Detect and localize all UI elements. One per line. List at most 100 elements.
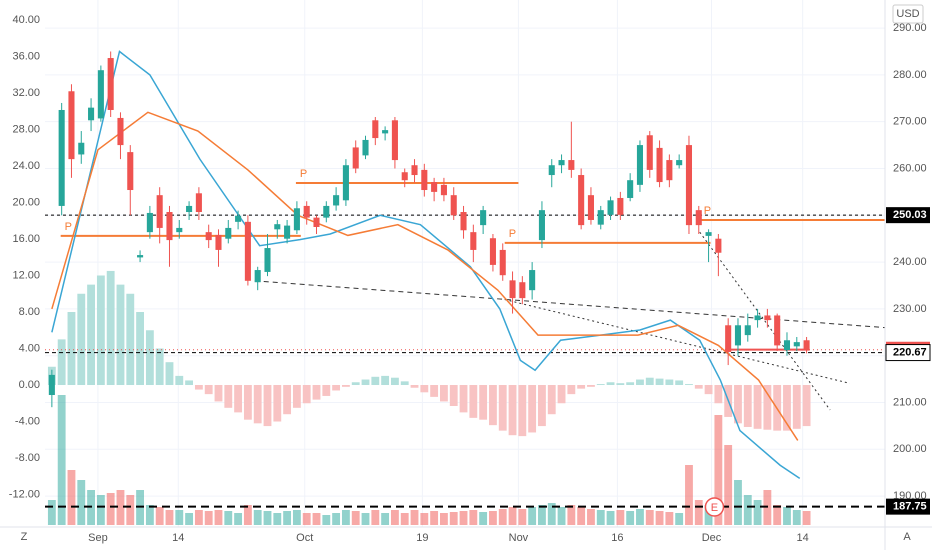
volume-bar [302, 513, 311, 525]
macd-bar [155, 348, 164, 386]
candle-body [578, 175, 585, 226]
macd-bar [694, 385, 703, 389]
candle-body [764, 315, 771, 321]
currency-box[interactable] [892, 4, 924, 24]
candle-body [107, 58, 114, 110]
candle-body [293, 208, 300, 231]
corner-button[interactable]: Z [21, 531, 28, 543]
volume-bar [155, 507, 164, 525]
y-tick-label: 240.00 [893, 256, 927, 268]
macd-bar [616, 383, 625, 386]
price-badge [886, 207, 930, 224]
volume-bar [469, 510, 478, 525]
volume-bar [626, 511, 635, 525]
volume-bar [371, 510, 380, 525]
volume-bar [753, 500, 762, 525]
plot-area: E [45, 0, 886, 527]
macd-bar [302, 385, 311, 404]
volume-bar [57, 395, 66, 525]
macd-bar [243, 385, 252, 420]
macd-bar [518, 385, 527, 437]
y-tick-label: 230.00 [893, 303, 927, 315]
candle-body [529, 270, 536, 291]
macd-bar [214, 385, 223, 402]
candle-body [146, 212, 153, 233]
pivot-label: P [704, 205, 711, 217]
trendline [699, 231, 831, 411]
y2-tick-label: 4.00 [19, 342, 40, 354]
corner-button[interactable]: A [903, 531, 911, 543]
candle-body [333, 195, 340, 206]
macd-bar [675, 380, 684, 386]
candle-body [480, 210, 487, 226]
macd-bar [577, 385, 586, 389]
volume-bar [498, 509, 507, 525]
volume-bar [655, 511, 664, 525]
candle-body [127, 152, 134, 191]
macd-bar [381, 375, 390, 386]
candle-body [568, 160, 575, 170]
candle-body [88, 107, 95, 121]
volume-bar [528, 507, 537, 525]
candle-body [754, 315, 761, 321]
volume-bar [459, 511, 468, 525]
candle-body [372, 120, 379, 139]
volume-bar [341, 510, 350, 525]
macd-bar [341, 385, 350, 387]
ma-line [51, 111, 799, 441]
macd-bar [194, 385, 203, 390]
macd-bar [783, 385, 791, 431]
macd-bar [312, 385, 321, 400]
macd-bar [479, 385, 488, 420]
volume-bar [106, 493, 115, 525]
macd-bar [538, 385, 546, 427]
candle-body [783, 340, 791, 351]
y2-tick-label: 12.00 [12, 269, 40, 281]
macd-bar [606, 382, 615, 386]
volume-bar [381, 513, 390, 525]
candle-body [519, 282, 526, 299]
candle-body [284, 225, 291, 239]
macd-bar [557, 385, 566, 404]
price-badge-label: 187.75 [893, 501, 927, 513]
candle-body [156, 195, 163, 228]
price-badge [886, 498, 930, 515]
y2-tick-label: -12.00 [9, 488, 40, 500]
macd-bar [263, 385, 272, 427]
macd-bar [351, 382, 360, 386]
y2-tick-label: 20.00 [12, 196, 40, 208]
candle-body [793, 342, 800, 347]
candle-body [803, 340, 810, 350]
macd-bar [449, 385, 458, 406]
pivot-label: P [300, 168, 307, 180]
candle-body [685, 145, 693, 226]
x-tick-label: 14 [797, 532, 809, 544]
candle-body [538, 210, 545, 241]
volume-bar [96, 495, 105, 525]
pivot-label: P [509, 228, 516, 240]
candle-body [274, 224, 281, 230]
candle-body [382, 130, 389, 134]
volume-bar [283, 511, 292, 525]
volume-bar [802, 511, 811, 525]
macd-bar [626, 382, 635, 386]
volume-bar [390, 510, 399, 525]
volume-bar [675, 513, 684, 525]
y-tick-label: 200.00 [893, 443, 927, 455]
candle-body [431, 182, 438, 192]
event-marker [704, 497, 725, 517]
candle-body [460, 212, 467, 231]
volume-bar [547, 503, 556, 525]
volume-bar [204, 511, 213, 525]
macd-bar [743, 385, 752, 427]
candle-body [470, 232, 477, 250]
macd-bar [332, 385, 341, 391]
volume-bar [116, 490, 125, 525]
volume-bar [783, 507, 791, 525]
candle-body [744, 325, 751, 336]
x-tick-label: 14 [172, 532, 184, 544]
macd-bar [792, 385, 801, 429]
macd-bar [57, 339, 66, 386]
candle-body [548, 165, 555, 176]
volume-bar [194, 510, 203, 525]
